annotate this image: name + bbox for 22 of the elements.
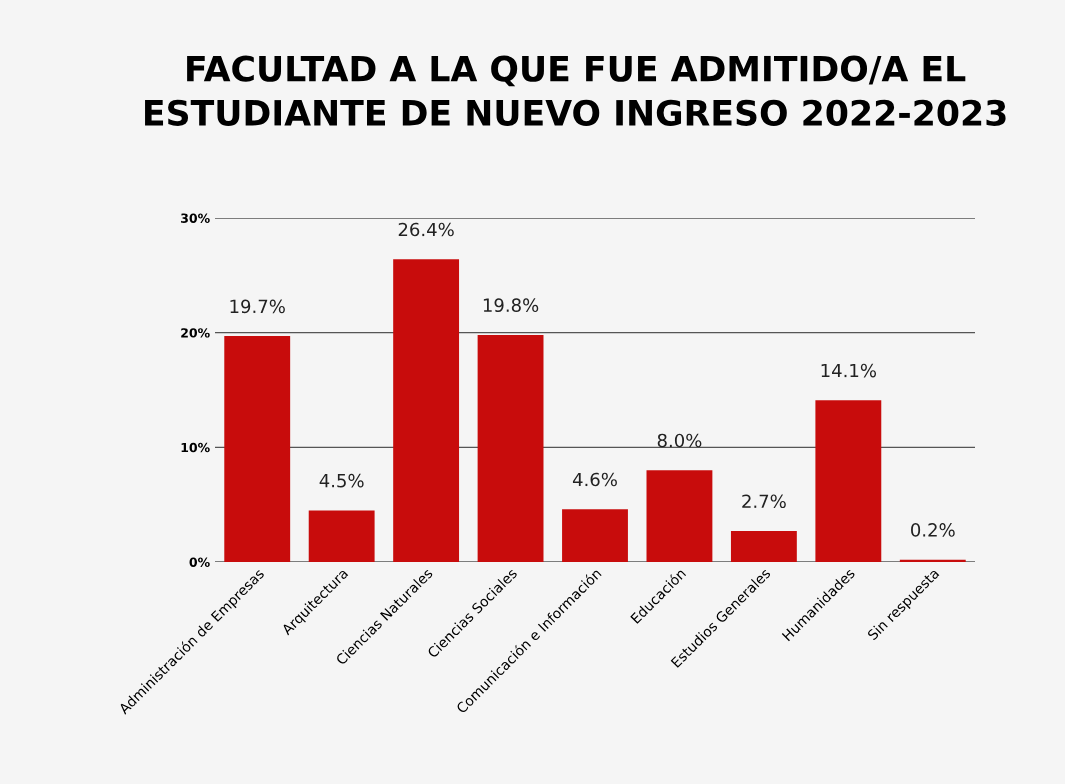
data-label: 4.5% [319, 473, 364, 488]
data-label: 26.4% [398, 222, 454, 237]
data-label: 19.8% [483, 298, 539, 313]
chart-title: FACULTAD A LA QUE FUE ADMITIDO/A EL ESTUDIANTE DE NUEVO INGRESO 2022-2023 [145, 55, 1006, 126]
data-label: 2.7% [742, 494, 786, 509]
bar [646, 470, 713, 562]
y-tick-label: 20% [181, 328, 210, 338]
y-tick-label: 0% [189, 557, 210, 567]
bar [224, 336, 291, 562]
bar [815, 400, 882, 562]
data-label: 8.0% [657, 433, 702, 448]
data-label: 14.1% [821, 363, 877, 378]
bar [477, 334, 544, 562]
bar [393, 259, 460, 562]
data-label: 0.2% [911, 523, 955, 537]
data-label: 4.6% [572, 472, 617, 487]
bar [308, 510, 375, 562]
y-tick-label: 30% [181, 213, 210, 223]
y-tick-label: 10% [181, 442, 210, 453]
bar [562, 509, 628, 562]
data-label: 19.7% [230, 299, 285, 314]
bar [730, 531, 797, 562]
